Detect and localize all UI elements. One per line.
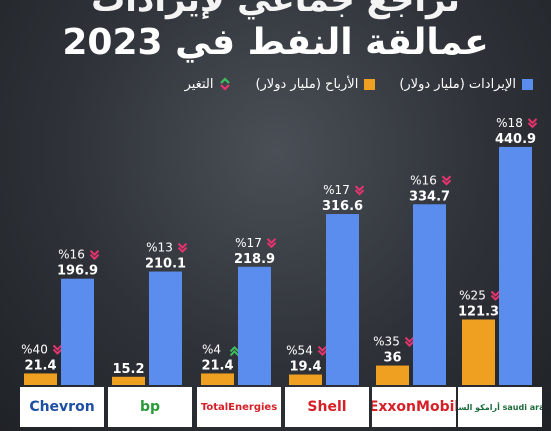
revenue-change-label-5: %18 — [496, 116, 523, 130]
profit-value-label-2: 21.4 — [201, 358, 233, 373]
company-logos: Chevron bp TotalEnergies Shell ExxonMobil أرا… — [0, 387, 551, 427]
revenue-bar-2 — [238, 266, 271, 385]
legend: الإيرادات (مليار دولار) الأرباح (مليار د… — [20, 74, 533, 94]
revenue-change-label-2: %17 — [235, 236, 262, 250]
profit-bar-1 — [112, 376, 145, 385]
revenue-change-down-arrow-icon-4 — [441, 175, 452, 186]
profit-value-label-1: 15.2 — [112, 362, 144, 377]
revenue-change-label-4: %16 — [410, 173, 437, 187]
revenue-change-down-arrow-icon-2 — [266, 238, 277, 249]
revenue-swatch — [522, 78, 533, 90]
profit-change-label-4: %35 — [373, 335, 400, 349]
logo-text-2: TotalEnergies — [200, 401, 278, 413]
profit-change-up-arrow-icon-2 — [229, 346, 240, 357]
legend-item-revenue: الإيرادات (مليار دولار) — [399, 77, 533, 92]
up-down-arrows-icon — [220, 77, 231, 91]
profit-change-down-arrow-icon-4 — [404, 336, 415, 347]
logo-text-4: ExxonMobil — [372, 399, 456, 415]
logo-0: Chevron — [20, 387, 104, 427]
page-title: عمالقة النفط في 2023 — [62, 22, 489, 63]
profit-change-down-arrow-icon-0 — [52, 344, 63, 355]
revenue-change-down-arrow-icon-5 — [527, 118, 538, 129]
profit-bar-5 — [462, 319, 495, 385]
profit-change-label-3: %54 — [286, 344, 313, 358]
profit-value-label-0: 21.4 — [24, 358, 56, 373]
revenue-change-down-arrow-icon-1 — [177, 242, 188, 253]
logo-text-0: Chevron — [29, 399, 95, 415]
profit-bar-3 — [289, 374, 322, 385]
revenue-change-label-0: %16 — [58, 248, 85, 262]
profit-bar-0 — [24, 373, 57, 385]
revenue-value-label-0: 196.9 — [57, 264, 98, 279]
revenue-value-label-1: 210.1 — [145, 257, 186, 272]
title-line-1: تراجع جماعي لإيرادات — [91, 0, 460, 20]
logo-4: ExxonMobil — [372, 387, 456, 427]
profit-bar-2 — [201, 373, 234, 385]
revenue-change-label-3: %17 — [323, 183, 350, 197]
revenue-bar-0 — [61, 278, 94, 385]
legend-item-change: التغير — [185, 77, 232, 92]
profit-change-label-2: %4 — [202, 342, 221, 356]
legend-label-profit: الأرباح (مليار دولار) — [255, 76, 359, 92]
revenue-bar-3 — [326, 214, 359, 385]
revenue-bar-5 — [499, 146, 532, 385]
profit-change-down-arrow-icon-5 — [490, 290, 501, 301]
revenue-value-label-3: 316.6 — [322, 199, 363, 214]
profit-change-label-5: %25 — [459, 288, 486, 302]
revenue-value-label-4: 334.7 — [409, 189, 450, 204]
logo-3: Shell — [285, 387, 369, 427]
logo-text-3: Shell — [307, 399, 347, 415]
revenue-value-label-2: 218.9 — [234, 252, 275, 267]
logo-text-5: أرامكو السعودية saudi aramco — [458, 402, 542, 412]
profit-change-down-arrow-icon-3 — [317, 345, 328, 356]
legend-label-change: التغير — [184, 76, 214, 92]
legend-label-revenue: الإيرادات (مليار دولار) — [399, 76, 516, 92]
profit-value-label-5: 121.3 — [458, 304, 499, 319]
legend-item-profit: الأرباح (مليار دولار) — [255, 76, 376, 92]
profit-change-label-0: %40 — [21, 342, 48, 356]
revenue-change-down-arrow-icon-0 — [89, 249, 100, 261]
revenue-value-label-5: 440.9 — [495, 132, 536, 147]
logo-5: أرامكو السعودية saudi aramco — [458, 387, 542, 427]
revenue-change-down-arrow-icon-3 — [354, 185, 365, 196]
revenue-bar-1 — [149, 271, 182, 385]
revenue-bar-4 — [413, 204, 446, 385]
profit-value-label-4: 36 — [383, 351, 401, 366]
profit-value-label-3: 19.4 — [289, 360, 321, 375]
profit-bar-4 — [376, 365, 409, 385]
profit-swatch — [364, 78, 376, 90]
logo-2: TotalEnergies — [197, 387, 281, 427]
logo-text-1: bp — [139, 399, 161, 415]
logo-1: bp — [108, 387, 192, 427]
revenue-change-label-1: %13 — [146, 241, 173, 255]
